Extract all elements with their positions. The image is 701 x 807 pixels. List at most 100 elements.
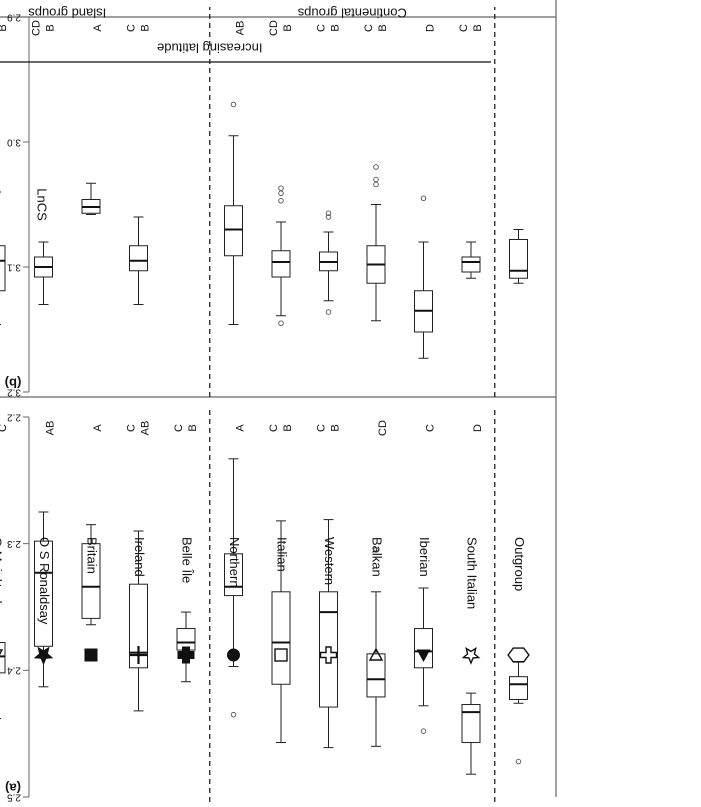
iqr-box (0, 245, 6, 292)
y-tick-label-a-2-5: 2.5 (7, 791, 21, 802)
star-shape (33, 646, 54, 666)
y-tick-label-a-2-4: 2.4 (7, 665, 21, 676)
category-label-balkan: Balkan (370, 537, 385, 577)
outlier-4 (278, 185, 284, 191)
box-b-iberian (414, 195, 433, 359)
triangle-shape (368, 647, 384, 661)
panel-b: 2.93.03.13.2LnCS(b)BCDBCBCBCDABBCABCDBCD… (0, 7, 528, 397)
iqr-box (366, 653, 386, 698)
box-a-ireland (129, 530, 148, 712)
iqr-box (509, 676, 528, 700)
symbol-belle-le (177, 646, 195, 664)
iqr-box (319, 591, 338, 708)
category-label-o-s-ronaldsay: O S Ronaldsay (37, 537, 52, 625)
y-tick-label-b-3-1: 3.1 (7, 261, 21, 272)
symbol-iberian (416, 649, 431, 663)
outlier-3 (278, 190, 284, 196)
letter-a-britain-1: A (92, 424, 104, 432)
outlier-1 (373, 181, 379, 188)
iqr-box (224, 553, 243, 597)
y-tick-label-a-2-2: 2.2 (7, 411, 21, 422)
letter-a-south-italian-1: D (472, 424, 484, 432)
star-shape (461, 647, 481, 665)
box-a-outgroup (509, 660, 528, 765)
box-b-o-mainland (0, 191, 6, 325)
iqr-box (0, 641, 6, 674)
square-shape (84, 648, 98, 662)
category-label-iberian: Iberian (417, 537, 432, 577)
letter-b-northern-1: AB (234, 21, 246, 36)
category-label-ireland: Ireland (132, 537, 147, 577)
category-label-western: Western (322, 537, 337, 585)
letter-a-ireland-2: C (125, 424, 137, 432)
letter-a-western-2: C (315, 424, 327, 432)
category-label-o-mainland: O Mainland (0, 537, 5, 603)
category-label-south-italian: South Italian (465, 537, 480, 609)
outlier-1 (515, 758, 522, 765)
outlier-1 (420, 728, 427, 734)
letter-a-o-mainland-1: C (0, 424, 9, 432)
iqr-box (34, 540, 53, 647)
circle-shape (227, 648, 240, 662)
symbol-italian (274, 648, 288, 662)
letter-a-italian-2: C (268, 424, 280, 432)
letter-b-italian-2: CD (268, 20, 280, 36)
box-b-south-italian (461, 241, 481, 279)
iqr-box (224, 205, 243, 257)
panel-label-a: (a) (5, 781, 21, 796)
box-b-o-s-ronaldsay (34, 241, 53, 305)
outlier-3 (325, 210, 332, 216)
letter-b-balkan-1: B (377, 24, 389, 31)
letter-a-belle-le-1: B (187, 424, 199, 431)
box-a-iberian (414, 587, 433, 734)
box-b-outgroup (509, 229, 528, 284)
letter-a-italian-1: B (282, 424, 294, 431)
box-b-britain (81, 182, 101, 215)
symbol-outgroup (507, 647, 530, 663)
outlier-2 (325, 214, 332, 220)
annotations: Continental groups Island groups Increasin… (0, 6, 491, 63)
letter-a-ireland-1: AB (139, 421, 151, 436)
cross-shape (319, 646, 338, 664)
outlier-1 (230, 711, 237, 718)
outlier-1 (373, 547, 379, 553)
outlier-1 (325, 309, 332, 315)
iqr-box (81, 543, 101, 619)
letter-a-iberian-1: C (424, 424, 436, 432)
outlier-1 (278, 320, 284, 326)
symbol-britain (84, 648, 98, 662)
letter-b-o-s-ronaldsay-1: B (44, 24, 56, 31)
island-groups-label: Island groups (28, 6, 107, 21)
square-shape (274, 648, 288, 662)
letter-b-o-mainland-1: B (0, 24, 9, 31)
hexagon-shape (507, 647, 530, 663)
iqr-box (461, 256, 481, 273)
outlier-1 (420, 195, 427, 201)
box-b-western (319, 210, 338, 315)
letter-b-iberian-1: D (424, 24, 436, 32)
category-label-northern: Northern (227, 537, 242, 588)
category-label-italian: Italian (275, 537, 290, 572)
y-tick-label-b-3-2: 3.2 (7, 386, 21, 397)
y-tick-label-b-3-0: 3.0 (7, 136, 21, 147)
triangle-shape (416, 649, 431, 663)
box-a-o-mainland (0, 584, 6, 719)
box-b-balkan (366, 164, 386, 322)
box-b-ireland (129, 216, 148, 305)
iqr-box (271, 250, 291, 278)
letter-b-western-2: C (315, 24, 327, 32)
category-label-britain: Britain (85, 537, 100, 574)
category-label-outgroup: Outgroup (512, 537, 527, 591)
symbol-o-s-ronaldsay (33, 646, 54, 666)
symbol-northern (227, 648, 240, 662)
letter-b-south-italian-2: C (458, 24, 470, 32)
cross-shape (177, 646, 195, 664)
outlier-1 (230, 101, 237, 108)
letter-a-western-1: B (329, 424, 341, 431)
outlier-2 (278, 197, 284, 204)
symbol-balkan (368, 647, 384, 661)
iqr-box (414, 628, 433, 669)
letter-b-ireland-1: B (139, 24, 151, 31)
letter-b-ireland-2: C (125, 24, 137, 32)
